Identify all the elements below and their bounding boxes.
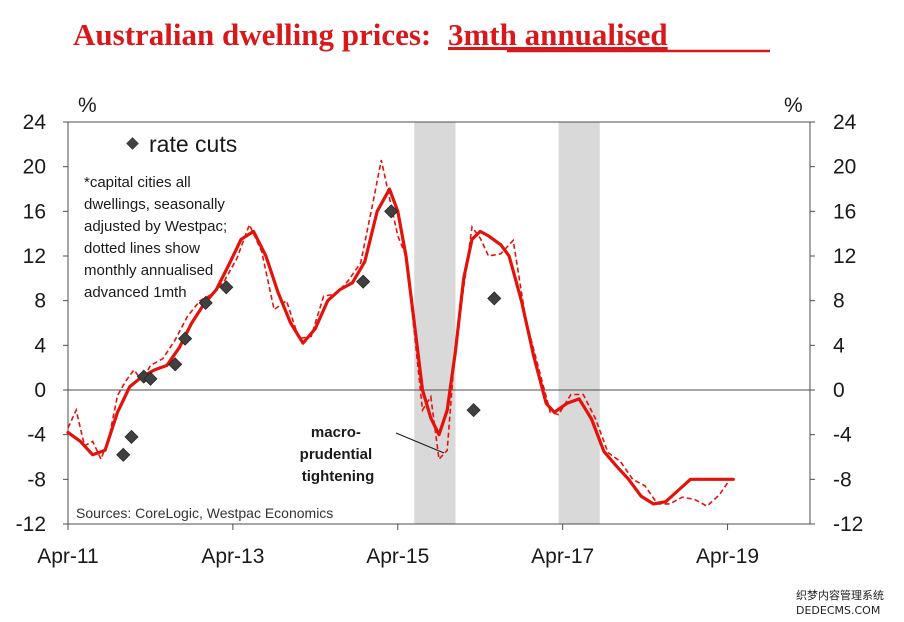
y-axis-left: 24 20 16 12 8 4 0 -4 -8 -12 xyxy=(16,111,68,536)
annotation-line: prudential xyxy=(300,446,373,463)
y-unit-right: % xyxy=(784,94,803,117)
y-tick-label-right: 16 xyxy=(833,200,856,223)
y-tick-label-left: 4 xyxy=(34,334,46,357)
y-tick-label-left: -8 xyxy=(27,468,46,491)
chart-title-main: Australian dwelling prices: xyxy=(73,17,431,52)
source-note: Sources: CoreLogic, Westpac Economics xyxy=(76,505,333,521)
y-tick-label-left: -4 xyxy=(27,424,46,447)
note-line: monthly annualised xyxy=(84,262,213,279)
rate-cut-marker xyxy=(466,403,481,418)
y-tick-label-right: 12 xyxy=(833,245,856,268)
note-line: advanced 1mth xyxy=(84,284,187,301)
shaded-periods xyxy=(414,122,600,524)
x-axis: Apr-11 Apr-13 Apr-15 Apr-17 Apr-19 xyxy=(37,524,759,568)
watermark-line: 织梦内容管理系统 xyxy=(796,588,884,602)
chart-note: *capital cities all dwellings, seasonall… xyxy=(84,174,231,301)
annotation-line: macro- xyxy=(311,424,361,441)
y-tick-label-right: 4 xyxy=(833,334,845,357)
rate-cut-markers xyxy=(116,204,502,462)
chart-title-emphasis: 3mth annualised xyxy=(448,17,668,52)
watermark: 织梦内容管理系统 DEDECMS.COM xyxy=(796,588,884,617)
y-axis-right: 24 20 16 12 8 4 0 -4 -8 -12 xyxy=(810,111,863,536)
x-tick-label: Apr-11 xyxy=(37,545,98,568)
note-line: dotted lines show xyxy=(84,240,200,257)
annotation-pointer xyxy=(395,432,445,454)
rate-cut-marker xyxy=(168,357,183,372)
y-tick-label-right: 8 xyxy=(833,290,845,313)
legend: rate cuts xyxy=(126,131,237,157)
x-tick-label: Apr-19 xyxy=(696,545,759,568)
y-tick-label-left: 0 xyxy=(34,379,46,402)
rate-cut-marker xyxy=(487,291,502,306)
rate-cut-marker xyxy=(116,447,131,462)
note-line: adjusted by Westpac; xyxy=(84,218,227,235)
note-line: *capital cities all xyxy=(84,174,191,191)
rate-cut-marker xyxy=(143,371,158,386)
rate-cut-marker xyxy=(198,295,213,310)
annotation-line: tightening xyxy=(302,468,374,485)
y-tick-label-left: 12 xyxy=(23,245,46,268)
y-tick-label-right: -12 xyxy=(833,513,863,536)
x-tick-label: Apr-17 xyxy=(531,545,594,568)
watermark-line: DEDECMS.COM xyxy=(796,604,880,617)
rate-cut-marker xyxy=(178,331,193,346)
y-tick-label-left: 16 xyxy=(23,200,46,223)
note-line: dwellings, seasonally xyxy=(84,196,225,213)
y-tick-label-right: -8 xyxy=(833,468,852,491)
series-3mth-annualised-line xyxy=(66,187,735,506)
y-tick-label-left: 20 xyxy=(23,156,46,179)
y-unit-left: % xyxy=(78,94,97,117)
series-monthly-annualised-line xyxy=(67,159,731,508)
rate-cut-marker xyxy=(219,280,234,295)
macroprudential-annotation: macro- prudential tightening xyxy=(300,424,377,485)
y-tick-label-right: 20 xyxy=(833,156,856,179)
y-tick-label-right: 0 xyxy=(833,379,845,402)
y-tick-label-left: -12 xyxy=(16,513,46,536)
shaded-period xyxy=(558,122,600,524)
chart-title: Australian dwelling prices: 3mth annuali… xyxy=(73,17,668,52)
legend-label: rate cuts xyxy=(149,131,237,157)
rate-cut-marker xyxy=(384,204,399,219)
y-tick-label-left: 24 xyxy=(23,111,47,134)
rate-cut-marker xyxy=(356,274,371,289)
x-tick-label: Apr-13 xyxy=(201,545,264,568)
legend-diamond-icon xyxy=(126,137,139,150)
y-tick-label-right: 24 xyxy=(833,111,857,134)
plot-frame xyxy=(67,121,811,525)
y-tick-label-right: -4 xyxy=(833,424,852,447)
rate-cut-marker xyxy=(124,429,139,444)
x-tick-label: Apr-15 xyxy=(366,545,429,568)
shaded-period xyxy=(414,122,456,524)
y-tick-label-left: 8 xyxy=(34,290,46,313)
